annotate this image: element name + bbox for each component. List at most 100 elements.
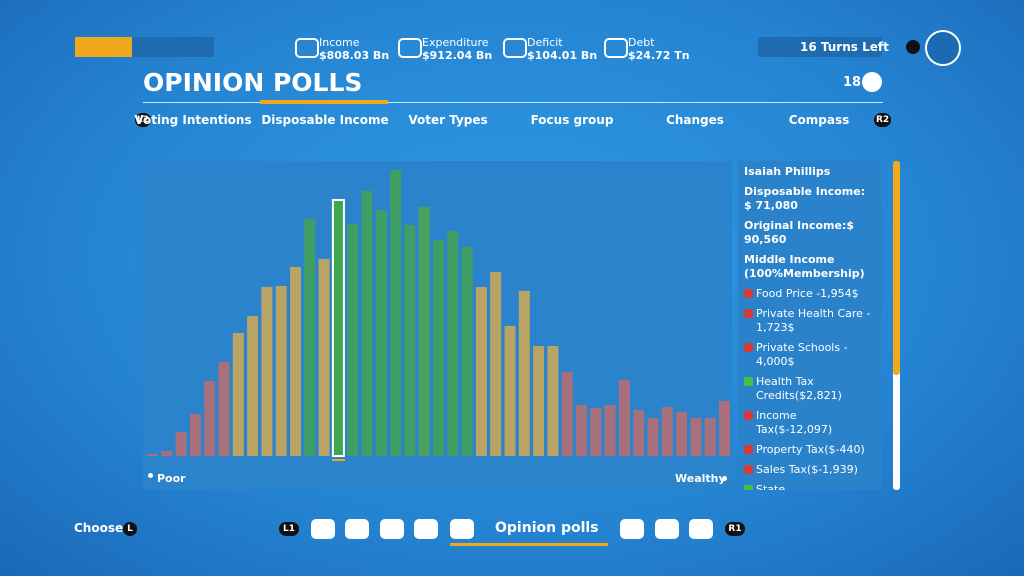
budget-value: $104.01 Bn	[527, 49, 598, 62]
effect-text: Private Health Care - 1,723$	[756, 307, 871, 334]
button-hint[interactable]: L2	[135, 113, 151, 127]
bar	[461, 247, 473, 456]
bar	[218, 362, 230, 456]
selected-bar	[331, 199, 345, 457]
bar	[375, 210, 387, 456]
nav-icon[interactable]	[380, 519, 404, 539]
effect-icon	[744, 465, 753, 474]
button-square[interactable]	[906, 40, 920, 54]
budget-label: Deficit	[527, 36, 563, 49]
nav-icon[interactable]	[620, 519, 644, 539]
bar	[690, 418, 702, 456]
bar	[390, 170, 402, 456]
effect-text: Food Price -1,954$	[756, 287, 859, 300]
policy-effect: Private Health Care - 1,723$	[744, 307, 876, 335]
button-hint[interactable]: L1	[279, 522, 299, 536]
scroll-thumb[interactable]	[893, 161, 900, 375]
bar	[704, 418, 716, 456]
page-title: OPINION POLLS	[143, 68, 363, 97]
bar	[433, 240, 444, 456]
bar	[361, 191, 373, 456]
policy-effect: Property Tax($-440)	[744, 443, 876, 457]
voter-info: Disposable Income: $ 71,080	[744, 185, 866, 212]
bar	[147, 454, 158, 456]
nav-icon[interactable]	[311, 519, 335, 539]
effect-text: Health Tax Credits($2,821)	[756, 375, 842, 402]
tab[interactable]: Disposable Income	[261, 113, 389, 127]
turns-box	[758, 37, 882, 57]
effect-text: State Housing($1,029)	[756, 483, 786, 490]
nav-icon[interactable]	[345, 519, 369, 539]
bar	[633, 410, 645, 456]
tab[interactable]: Voting Intentions	[134, 113, 252, 127]
policy-effect: State Housing($1,029)	[744, 483, 876, 490]
bar	[404, 225, 416, 456]
tab[interactable]: Changes	[666, 113, 724, 127]
budget-label: Income	[319, 36, 360, 49]
budget-icon	[503, 38, 527, 58]
budget-label: Debt	[628, 36, 655, 49]
current-screen: Opinion polls	[495, 520, 599, 536]
bar	[261, 287, 273, 456]
choose-label: Choose	[74, 521, 124, 535]
end-turn-button[interactable]	[925, 30, 961, 66]
budget-value: $808.03 Bn	[319, 49, 390, 62]
voter-info: Original Income:$ 90,560	[744, 219, 855, 246]
button-hint[interactable]: R2	[874, 113, 892, 127]
wealthy-label: Wealthy	[675, 472, 726, 485]
nav-icon[interactable]	[655, 519, 679, 539]
effect-icon	[744, 445, 753, 454]
approval-fill	[75, 37, 132, 57]
bar	[304, 219, 316, 456]
bar	[347, 224, 359, 456]
bar	[204, 381, 216, 456]
voter-info: Middle Income (100%Membership)	[744, 253, 865, 280]
effect-text: Property Tax($-440)	[756, 443, 865, 456]
bar	[647, 418, 659, 456]
bar	[247, 316, 259, 456]
turns-left: 16 Turns Left	[800, 40, 889, 54]
button-hint[interactable]: R1	[725, 522, 745, 536]
voter-name: Isaiah Phillips	[744, 165, 831, 178]
bar	[232, 333, 244, 456]
bar	[676, 412, 688, 456]
tab[interactable]: Voter Types	[408, 113, 488, 127]
policy-effect: Food Price -1,954$	[744, 287, 876, 301]
policy-effect: Health Tax Credits($2,821)	[744, 375, 876, 403]
effect-icon	[744, 289, 753, 298]
bar	[175, 432, 187, 456]
voter-panel: Isaiah Phillips Disposable Income: $ 71,0…	[738, 161, 882, 490]
budget-value: $912.04 Bn	[422, 49, 493, 62]
nav-icon[interactable]	[450, 519, 474, 539]
effect-text: Private Schools - 4,000$	[756, 341, 848, 368]
bar	[518, 291, 530, 456]
budget-value: $24.72 Tn	[628, 49, 690, 62]
count: 18	[843, 75, 862, 90]
bar	[547, 346, 559, 456]
budget-icon	[604, 38, 628, 58]
divider	[143, 102, 883, 103]
effect-icon	[744, 377, 753, 386]
bar	[504, 326, 516, 456]
bar	[533, 346, 545, 456]
policy-effect: Income Tax($-12,097)	[744, 409, 876, 437]
tab[interactable]: Compass	[788, 113, 850, 127]
bar	[604, 405, 616, 456]
effect-icon	[744, 411, 753, 420]
dot	[722, 476, 727, 481]
nav-icon[interactable]	[414, 519, 438, 539]
bar	[275, 286, 287, 456]
bar	[719, 401, 730, 456]
bar	[290, 267, 301, 456]
effect-icon	[744, 309, 753, 318]
globe-icon	[862, 72, 882, 92]
tab[interactable]: Focus group	[530, 113, 614, 127]
current-underline	[450, 543, 608, 546]
bar	[161, 451, 173, 456]
bar	[576, 405, 587, 456]
active-tab-underline	[260, 100, 388, 104]
nav-icon[interactable]	[689, 519, 713, 539]
policy-effect: Private Schools - 4,000$	[744, 341, 876, 369]
bar	[618, 380, 630, 456]
bar	[661, 407, 673, 456]
